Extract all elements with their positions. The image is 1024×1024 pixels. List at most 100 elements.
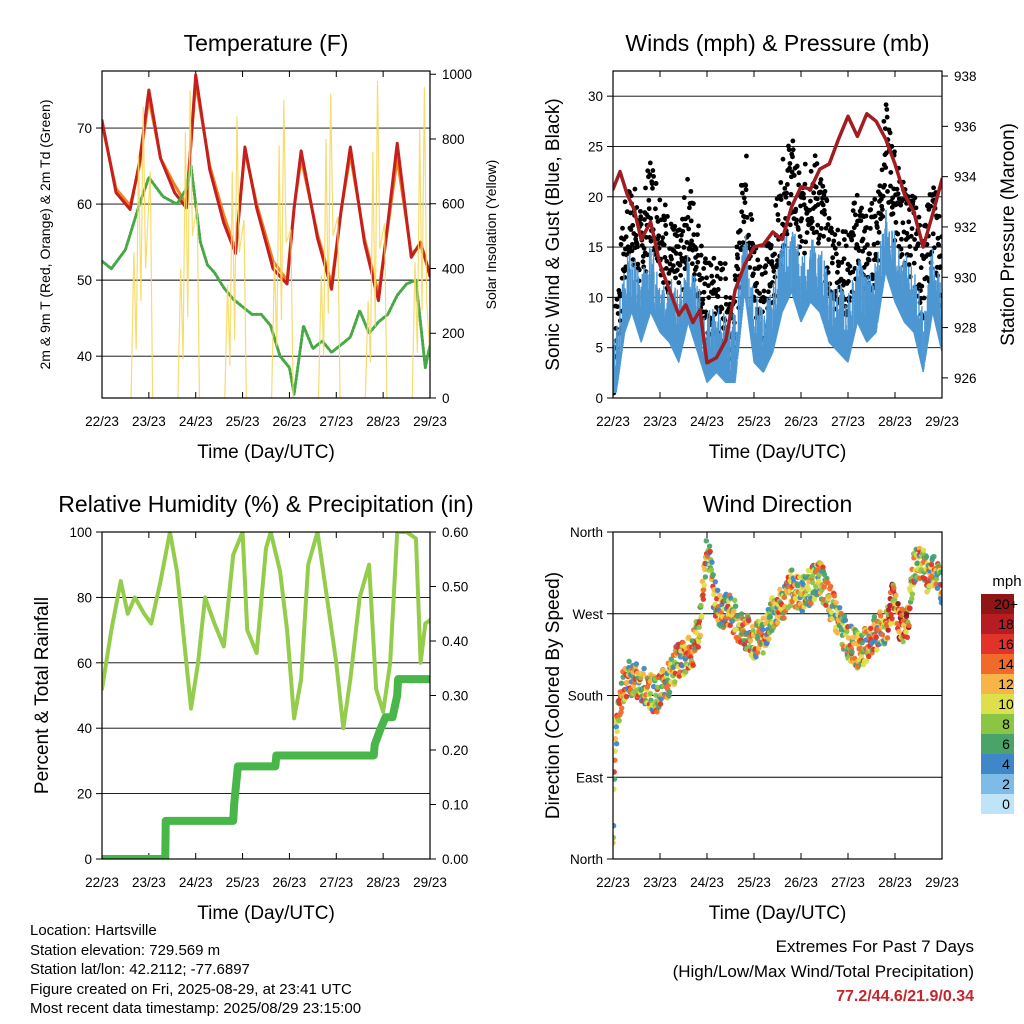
gust-series-point xyxy=(817,232,823,238)
gust-series-point xyxy=(895,231,901,237)
direction-point xyxy=(781,594,788,600)
gust-series-point xyxy=(899,236,904,242)
gust-series-point xyxy=(904,230,910,236)
gust-series-point xyxy=(851,232,856,238)
direction-point xyxy=(766,636,772,642)
gust-series-point xyxy=(883,165,889,170)
x-axis-label: Time (Day/UTC) xyxy=(197,903,335,924)
y2-tick-label: 1000 xyxy=(442,67,472,82)
gust-series-point xyxy=(845,267,851,273)
gust-series-point xyxy=(881,118,887,124)
gust-series-point xyxy=(783,194,789,200)
gust-series-point xyxy=(630,257,636,262)
gust-series-point xyxy=(884,107,890,112)
gust-series-point xyxy=(913,205,919,211)
gust-series-point xyxy=(841,256,847,262)
gust-series-point xyxy=(676,280,682,286)
gust-series-point xyxy=(798,203,803,209)
gust-series-point xyxy=(768,242,774,248)
gust-series-point xyxy=(638,208,643,214)
x-tick-label: 25/23 xyxy=(226,414,260,429)
direction-point xyxy=(874,647,880,653)
gust-series-point xyxy=(868,207,874,213)
gust-series-point xyxy=(916,214,922,220)
gust-series-point xyxy=(908,252,913,258)
direction-point xyxy=(909,595,915,602)
gust-series-point xyxy=(814,196,820,202)
gust-series-point xyxy=(810,225,815,231)
direction-point xyxy=(699,613,705,619)
gust-series-point xyxy=(663,223,669,228)
gust-series-point xyxy=(629,248,635,254)
x-tick-label: 22/23 xyxy=(596,875,630,890)
solar-series-line xyxy=(102,80,430,398)
gust-series-point xyxy=(900,220,906,226)
gust-series-point xyxy=(684,223,689,228)
gust-series-point xyxy=(835,269,840,275)
gust-series-point xyxy=(653,181,659,186)
gust-series-point xyxy=(715,287,721,292)
gust-series-point xyxy=(825,222,831,227)
y-tick-label: North xyxy=(570,852,603,867)
gust-series-point xyxy=(698,252,704,258)
gust-series-point xyxy=(809,218,815,224)
colorbar-swatch xyxy=(981,774,1014,794)
direction-point xyxy=(640,671,646,677)
gust-series-point xyxy=(681,195,687,201)
gust-series-point xyxy=(628,227,634,232)
created-text: Figure created on Fri, 2025-08-29, at 23… xyxy=(30,980,352,998)
y2-tick-label: 0.60 xyxy=(442,525,468,540)
gust-series-point xyxy=(908,233,914,239)
gust-series-point xyxy=(647,160,653,166)
direction-point xyxy=(805,586,812,593)
y-tick-label: 5 xyxy=(595,341,603,356)
gust-series-point xyxy=(620,225,625,231)
y-tick-label: East xyxy=(576,770,603,785)
y2-axis-label: Station Pressure (Maroon) xyxy=(998,123,1019,346)
direction-point xyxy=(760,615,767,621)
gust-series-point xyxy=(882,126,888,131)
direction-point xyxy=(810,579,816,586)
gust-series-point xyxy=(614,296,620,302)
y-tick-label: 0 xyxy=(595,391,603,406)
gust-series-point xyxy=(824,198,830,204)
extremes-subtitle: (High/Low/Max Wind/Total Precipitation) xyxy=(672,962,974,981)
gust-series-point xyxy=(791,173,797,178)
gust-series-point xyxy=(647,235,652,240)
gust-series-point xyxy=(811,190,817,196)
location-text: Location: Hartsville xyxy=(30,922,157,939)
gust-series-point xyxy=(628,210,633,216)
direction-point xyxy=(782,608,788,615)
gust-series-point xyxy=(646,206,652,212)
gust-series-point xyxy=(747,265,753,270)
direction-point xyxy=(626,658,632,665)
gust-series-point xyxy=(750,271,756,277)
gust-series-point xyxy=(644,252,650,258)
gust-series-point xyxy=(796,170,802,176)
gust-series-point xyxy=(740,240,746,246)
gust-series-point xyxy=(912,237,917,242)
elevation-text: Station elevation: 729.569 m xyxy=(30,941,221,959)
gust-series-point xyxy=(911,260,917,266)
gust-series-point xyxy=(633,232,639,238)
colorbar-title: mph xyxy=(992,573,1021,590)
gust-series-point xyxy=(669,256,674,262)
gust-series-point xyxy=(699,275,705,281)
gust-series-point xyxy=(632,186,638,192)
gust-series-point xyxy=(739,209,745,215)
colorbar-swatch xyxy=(981,654,1014,674)
direction-point xyxy=(816,578,822,584)
gust-series-point xyxy=(672,223,678,229)
gust-series-point xyxy=(822,189,828,194)
gust-series-point xyxy=(912,195,918,201)
gust-series-point xyxy=(657,197,663,203)
gust-series-point xyxy=(706,295,712,300)
y-axis-label: 2m & 9m T (Red, Orange) & 2m Td (Green) xyxy=(37,100,53,370)
gust-series-point xyxy=(775,217,781,223)
y-tick-label: 40 xyxy=(77,721,92,736)
direction-point xyxy=(879,632,886,638)
gust-series-point xyxy=(883,102,889,108)
gust-series-point xyxy=(860,248,866,254)
direction-point xyxy=(701,582,707,588)
direction-point xyxy=(934,585,941,591)
